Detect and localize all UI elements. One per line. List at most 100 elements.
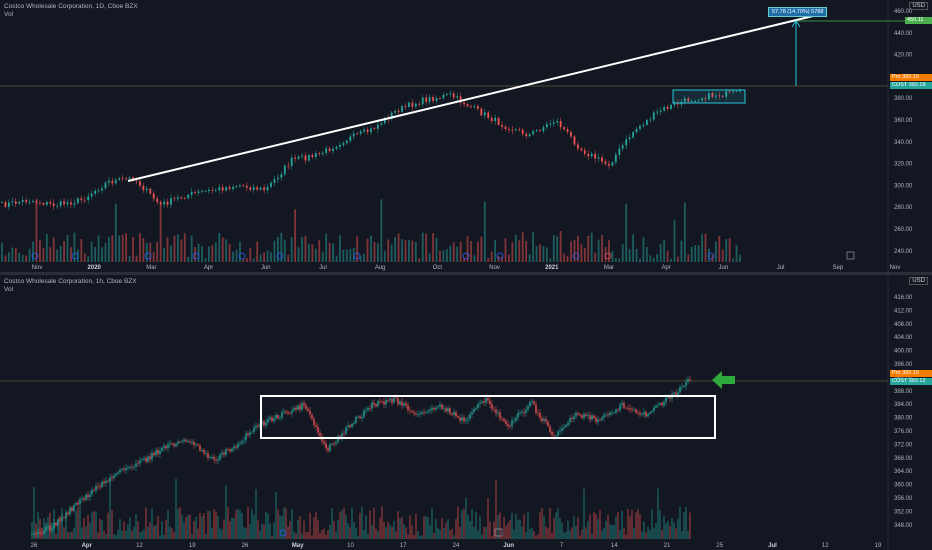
pane2-volume-bar xyxy=(107,512,109,539)
dividend-marker-icon xyxy=(707,252,715,260)
pane1-volume-bar xyxy=(339,235,341,262)
pane1-volume-bar xyxy=(390,244,393,262)
pane1-volume-bar xyxy=(473,255,476,262)
pane2-candle xyxy=(441,404,443,409)
pane2-candle xyxy=(421,412,423,414)
pane2-candle xyxy=(87,494,89,497)
pane1-candle xyxy=(376,124,379,129)
pane-divider[interactable] xyxy=(0,272,932,275)
daily-volume-label[interactable]: Vol xyxy=(4,11,14,18)
pane2-candle xyxy=(487,398,489,401)
pane2-volume-bar xyxy=(335,531,337,539)
pane2-y-tick: 388.00 xyxy=(894,389,913,395)
pane2-volume-bar xyxy=(199,512,201,539)
pane1-candle xyxy=(635,128,638,133)
pane1-volume-bar xyxy=(494,239,497,262)
pane1-candle xyxy=(570,131,572,137)
pane2-candle xyxy=(245,433,247,441)
pane2-candle xyxy=(61,517,63,521)
pane2-candle xyxy=(171,443,173,445)
consolidation-box xyxy=(260,395,716,439)
pane2-volume-bar xyxy=(87,515,89,539)
pane2-candle xyxy=(99,486,101,488)
pane2-candle xyxy=(121,469,123,471)
pane2-volume-bar xyxy=(93,511,95,539)
pane2-volume-bar xyxy=(119,519,121,539)
pane2-candle xyxy=(443,408,445,410)
pane1-volume-bar xyxy=(125,233,128,262)
pane2-candle xyxy=(69,507,71,515)
pane2-volume-bar xyxy=(59,515,61,539)
pane2-candle xyxy=(403,403,405,406)
pane1-volume-bar xyxy=(201,246,203,262)
pane2-candle xyxy=(329,444,331,451)
daily-y-axis: 460.00440.00420.00400.00380.00360.00340.… xyxy=(894,9,913,255)
pane2-candle xyxy=(597,419,599,422)
pane2-volume-bar xyxy=(395,531,397,539)
pane2-candle xyxy=(651,410,653,413)
pane1-candle xyxy=(666,107,669,109)
pane1-candle xyxy=(477,106,479,109)
pane2-candle xyxy=(437,406,439,408)
pane2-volume-bar xyxy=(575,525,577,539)
pane2-volume-bar xyxy=(301,533,303,539)
pane2-volume-bar xyxy=(601,530,603,539)
pane1-candle xyxy=(580,148,583,151)
daily-chart-canvas[interactable]: 460.00440.00420.00400.00380.00360.00340.… xyxy=(0,0,932,272)
hourly-symbol-title[interactable]: Costco Wholesale Corporation, 1h, Cboe B… xyxy=(4,278,137,285)
pane1-candle xyxy=(242,185,245,187)
earnings-marker-icon xyxy=(846,251,855,260)
pane1-candle xyxy=(252,187,255,190)
pane1-volume-bar xyxy=(380,199,383,262)
pane2-candle xyxy=(219,454,221,460)
pane2-volume-bar xyxy=(445,522,447,539)
daily-chart-pane[interactable]: 460.00440.00420.00400.00380.00360.00340.… xyxy=(0,0,932,272)
dividend-marker-icon xyxy=(462,252,470,260)
pane1-candle xyxy=(725,91,728,97)
pane2-volume-bar xyxy=(275,491,277,539)
pane2-candle xyxy=(483,401,485,403)
pane2-candle xyxy=(477,403,479,408)
pane2-volume-bar xyxy=(419,535,421,539)
pane2-candle xyxy=(103,481,105,484)
pane2-candle xyxy=(313,419,315,425)
pane1-volume-bar xyxy=(552,234,555,262)
pane1-volume-bar xyxy=(356,236,359,262)
pane1-volume-bar xyxy=(190,235,193,262)
currency-label[interactable]: USD xyxy=(909,277,928,285)
pane2-volume-bar xyxy=(243,527,245,539)
pane2-candle xyxy=(185,439,187,442)
pane2-candle xyxy=(89,494,91,497)
pane2-volume-bar xyxy=(151,508,153,539)
pane2-y-tick: 372.00 xyxy=(894,442,913,448)
pane1-candle xyxy=(173,198,176,200)
pane1-candle xyxy=(594,153,597,159)
pane2-volume-bar xyxy=(571,527,573,539)
pane1-volume-bar xyxy=(504,238,507,262)
pane2-volume-bar xyxy=(139,532,141,539)
pane2-volume-bar xyxy=(137,521,139,539)
pane2-volume-bar xyxy=(253,515,255,539)
daily-symbol-title[interactable]: Costco Wholesale Corporation, 1D, Cboe B… xyxy=(4,3,138,10)
pane2-volume-bar xyxy=(447,519,449,539)
pane2-candle xyxy=(231,448,233,452)
pane2-candle xyxy=(631,409,633,411)
pane2-volume-bar xyxy=(133,526,135,539)
pane1-volume-bar xyxy=(525,241,528,262)
pane1-candle xyxy=(411,102,414,107)
hourly-chart-pane[interactable]: 416.00412.00408.00404.00400.00396.00392.… xyxy=(0,275,932,550)
pane2-candle xyxy=(567,422,569,426)
hourly-volume-label[interactable]: Vol xyxy=(4,286,14,293)
pane1-volume-bar xyxy=(597,239,600,262)
pane2-candle xyxy=(107,480,109,482)
hourly-chart-canvas[interactable]: 416.00412.00408.00404.00400.00396.00392.… xyxy=(0,275,932,550)
pane2-candle xyxy=(405,403,407,406)
pane2-volume-bar xyxy=(257,519,259,539)
pane2-candle xyxy=(279,417,281,419)
pane2-volume-bar xyxy=(491,535,493,539)
pane1-candle xyxy=(335,146,338,149)
pane2-volume-bar xyxy=(147,526,149,539)
pane1-volume-bar xyxy=(118,235,121,262)
currency-label[interactable]: USD xyxy=(909,2,928,10)
pane2-candle xyxy=(341,433,343,439)
